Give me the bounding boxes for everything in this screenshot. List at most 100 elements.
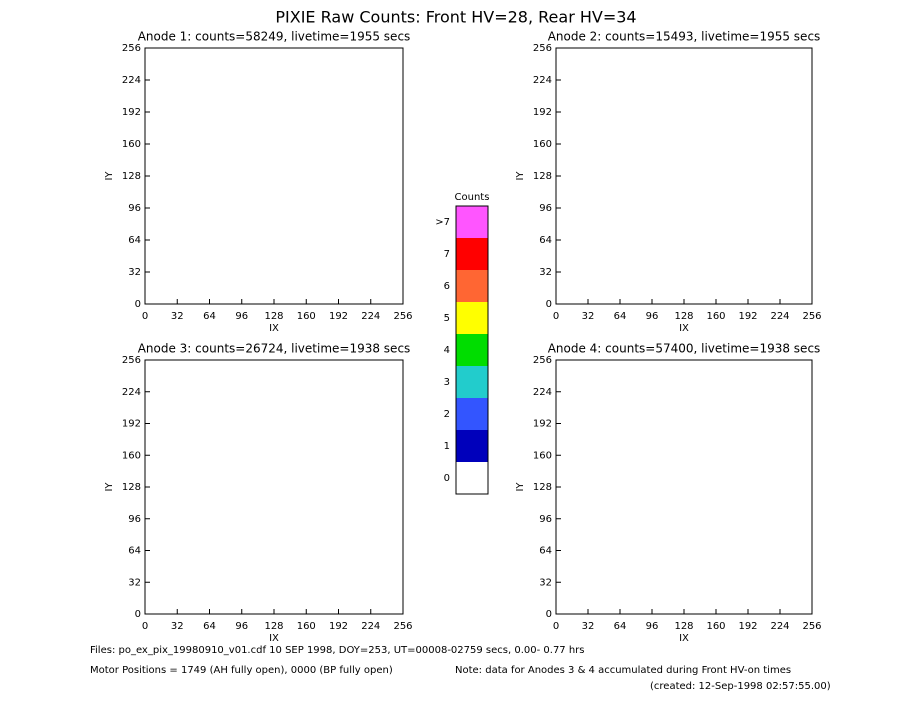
- x-tick-label: 256: [802, 311, 821, 322]
- x-tick-label: 192: [329, 311, 348, 322]
- y-tick-label: 96: [128, 514, 141, 525]
- y-tick-label: 96: [539, 514, 552, 525]
- plot-frame: [144, 47, 404, 305]
- plot-frame: [555, 359, 813, 615]
- colorbar-swatch: [456, 270, 488, 302]
- panel-title: Anode 3: counts=26724, livetime=1938 sec…: [138, 342, 411, 356]
- y-tick-label: 96: [128, 203, 141, 214]
- x-axis-label: IX: [269, 633, 279, 644]
- footer-files: Files: po_ex_pix_19980910_v01.cdf 10 SEP…: [90, 645, 585, 656]
- y-tick-label: 32: [128, 577, 141, 588]
- y-tick-label: 128: [122, 171, 141, 182]
- y-tick-label: 0: [546, 609, 552, 620]
- x-tick-label: 0: [553, 311, 559, 322]
- x-tick-label: 128: [264, 311, 283, 322]
- x-tick-label: 0: [142, 311, 148, 322]
- y-tick-label: 192: [122, 107, 141, 118]
- panel-title: Anode 1: counts=58249, livetime=1955 sec…: [138, 30, 411, 44]
- colorbar-label: 2: [444, 409, 450, 420]
- x-tick-label: 160: [706, 621, 725, 632]
- x-tick-label: 0: [142, 621, 148, 632]
- colorbar-label: 7: [444, 249, 450, 260]
- y-tick-label: 224: [122, 387, 141, 398]
- y-axis-label: IY: [104, 171, 115, 181]
- x-tick-label: 224: [361, 311, 380, 322]
- y-tick-label: 256: [533, 355, 552, 366]
- y-tick-label: 160: [122, 450, 141, 461]
- x-tick-label: 32: [582, 311, 595, 322]
- colorbar-label: >7: [435, 217, 450, 228]
- colorbar-swatch: [456, 206, 488, 238]
- y-tick-label: 128: [122, 482, 141, 493]
- colorbar-label: 3: [444, 377, 450, 388]
- colorbar-swatch: [456, 398, 488, 430]
- y-tick-label: 256: [122, 43, 141, 54]
- footer-motor: Motor Positions = 1749 (AH fully open), …: [90, 665, 393, 676]
- x-tick-label: 256: [393, 621, 412, 632]
- y-tick-label: 256: [533, 43, 552, 54]
- colorbar-title: Counts: [455, 192, 490, 203]
- x-tick-label: 64: [614, 621, 627, 632]
- x-tick-label: 32: [171, 621, 184, 632]
- colorbar-frame: [455, 205, 489, 495]
- x-tick-label: 192: [738, 621, 757, 632]
- x-axis-label: IX: [679, 323, 689, 334]
- x-tick-label: 96: [646, 311, 659, 322]
- colorbar-swatch: [456, 334, 488, 366]
- x-tick-label: 160: [297, 621, 316, 632]
- y-axis-label: IY: [515, 482, 526, 492]
- colorbar-label: 0: [444, 473, 450, 484]
- footer-created: (created: 12-Sep-1998 02:57:55.00): [650, 681, 831, 692]
- x-tick-label: 96: [646, 621, 659, 632]
- x-tick-label: 256: [393, 311, 412, 322]
- x-tick-label: 32: [582, 621, 595, 632]
- y-tick-label: 192: [533, 419, 552, 430]
- colorbar-label: 1: [444, 441, 450, 452]
- panel-title: Anode 2: counts=15493, livetime=1955 sec…: [548, 30, 821, 44]
- x-tick-label: 128: [674, 311, 693, 322]
- x-tick-label: 224: [770, 621, 789, 632]
- colorbar-swatch: [456, 462, 488, 494]
- colorbar-swatch: [456, 366, 488, 398]
- y-tick-label: 128: [533, 482, 552, 493]
- page-title: PIXIE Raw Counts: Front HV=28, Rear HV=3…: [275, 8, 636, 27]
- y-tick-label: 64: [128, 235, 141, 246]
- x-axis-label: IX: [679, 633, 689, 644]
- y-tick-label: 224: [533, 75, 552, 86]
- x-tick-label: 64: [203, 621, 216, 632]
- x-tick-label: 96: [235, 311, 248, 322]
- y-tick-label: 0: [135, 299, 141, 310]
- x-tick-label: 224: [770, 311, 789, 322]
- x-axis-label: IX: [269, 323, 279, 334]
- x-tick-label: 0: [553, 621, 559, 632]
- plot-frame: [555, 47, 813, 305]
- y-tick-label: 224: [533, 387, 552, 398]
- x-tick-label: 160: [706, 311, 725, 322]
- y-tick-label: 64: [539, 546, 552, 557]
- x-tick-label: 64: [203, 311, 216, 322]
- y-tick-label: 256: [122, 355, 141, 366]
- colorbar-swatch: [456, 302, 488, 334]
- colorbar-swatch: [456, 238, 488, 270]
- y-tick-label: 0: [546, 299, 552, 310]
- y-tick-label: 192: [533, 107, 552, 118]
- y-tick-label: 128: [533, 171, 552, 182]
- x-tick-label: 192: [738, 311, 757, 322]
- y-tick-label: 224: [122, 75, 141, 86]
- colorbar-label: 4: [444, 345, 450, 356]
- y-axis-label: IY: [515, 171, 526, 181]
- x-tick-label: 160: [297, 311, 316, 322]
- x-tick-label: 32: [171, 311, 184, 322]
- x-tick-label: 96: [235, 621, 248, 632]
- x-tick-label: 128: [674, 621, 693, 632]
- y-tick-label: 32: [128, 267, 141, 278]
- x-tick-label: 192: [329, 621, 348, 632]
- x-tick-label: 224: [361, 621, 380, 632]
- x-tick-label: 128: [264, 621, 283, 632]
- y-tick-label: 64: [128, 546, 141, 557]
- x-tick-label: 256: [802, 621, 821, 632]
- y-tick-label: 160: [533, 450, 552, 461]
- y-tick-label: 32: [539, 267, 552, 278]
- panel-title: Anode 4: counts=57400, livetime=1938 sec…: [548, 342, 821, 356]
- y-axis-label: IY: [104, 482, 115, 492]
